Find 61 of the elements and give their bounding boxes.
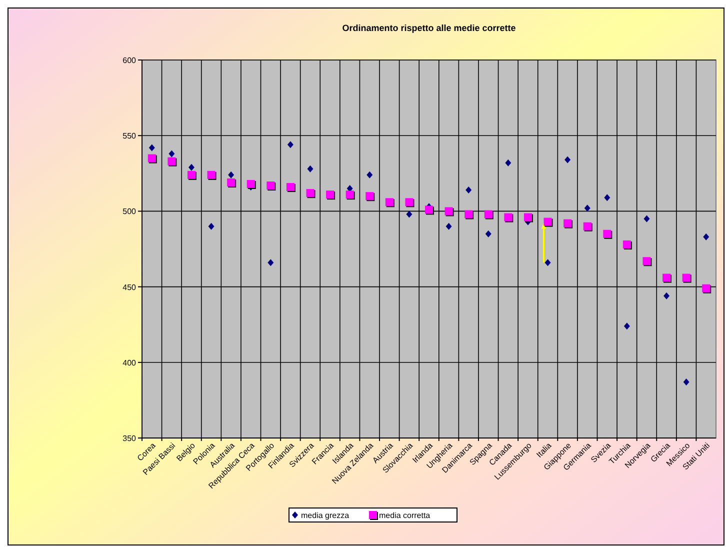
point <box>326 190 334 199</box>
point <box>544 259 551 266</box>
point <box>446 222 452 230</box>
point <box>583 222 592 230</box>
point <box>168 157 176 166</box>
point <box>485 230 492 238</box>
point <box>603 230 612 238</box>
point <box>148 144 155 152</box>
point <box>644 215 650 222</box>
y-tick-label: 450 <box>122 282 137 292</box>
point <box>227 178 236 186</box>
point <box>664 292 670 300</box>
point <box>504 213 512 222</box>
point <box>286 183 294 192</box>
point <box>642 257 651 266</box>
legend-label: media grezza <box>301 511 350 520</box>
point <box>564 219 572 228</box>
point <box>188 164 194 171</box>
point <box>307 165 314 172</box>
point <box>366 192 374 200</box>
point <box>604 194 610 202</box>
point <box>385 198 394 206</box>
point <box>266 181 275 190</box>
point <box>406 210 412 218</box>
point <box>662 274 671 282</box>
point <box>287 141 294 148</box>
point <box>168 150 175 158</box>
point <box>624 322 630 330</box>
point <box>466 186 472 194</box>
y-tick-label: 500 <box>122 207 137 216</box>
point <box>683 378 690 386</box>
point <box>702 284 710 292</box>
point <box>564 156 571 164</box>
point <box>444 207 453 216</box>
point <box>622 240 631 248</box>
point <box>187 170 196 179</box>
point <box>366 171 373 178</box>
y-tick-label: 550 <box>122 132 137 141</box>
point <box>484 210 492 218</box>
point <box>207 170 216 179</box>
point <box>682 274 690 282</box>
point <box>524 213 532 222</box>
legend-label: media corretta <box>379 511 431 520</box>
point <box>306 189 314 198</box>
y-tick-label: 350 <box>122 434 137 443</box>
point <box>405 198 414 206</box>
point <box>425 206 433 214</box>
point <box>703 233 710 240</box>
point <box>148 154 156 162</box>
chart-title: Ordinamento rispetto alle medie corrette <box>342 23 516 33</box>
point <box>544 218 552 226</box>
y-tick-label: 600 <box>122 56 137 65</box>
point <box>346 190 354 199</box>
point <box>228 171 234 178</box>
point <box>268 259 274 266</box>
point <box>505 159 512 166</box>
point <box>584 204 590 212</box>
point <box>246 180 255 188</box>
point <box>208 222 214 230</box>
y-tick-label: 400 <box>122 358 137 368</box>
point <box>464 210 473 218</box>
